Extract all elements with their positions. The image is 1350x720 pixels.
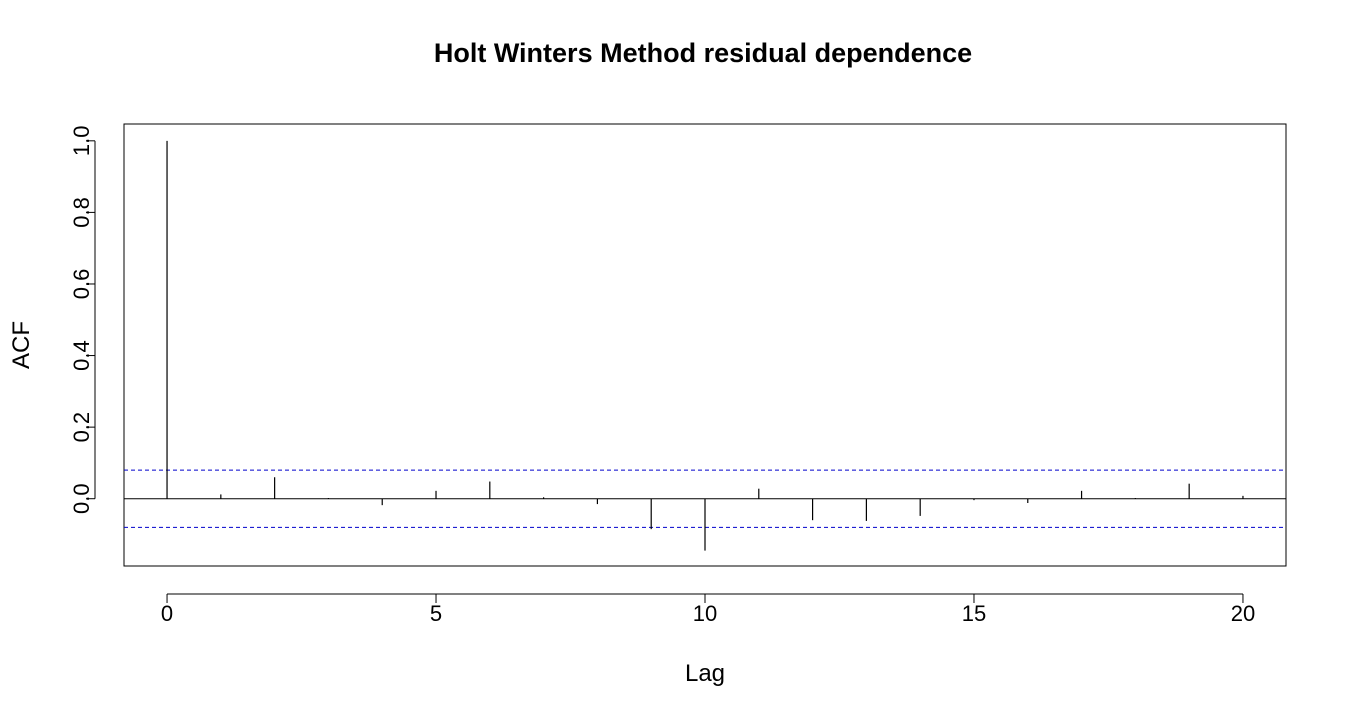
plot-frame xyxy=(123,123,1287,567)
x-tick-label: 5 xyxy=(430,601,442,626)
y-tick-label: 0.8 xyxy=(69,197,94,228)
x-tick-label: 15 xyxy=(962,601,986,626)
y-tick-label: 0.2 xyxy=(69,412,94,443)
x-tick-label: 10 xyxy=(693,601,717,626)
y-tick-label: 1.0 xyxy=(69,126,94,157)
x-tick-label: 20 xyxy=(1231,601,1255,626)
y-tick-label: 0.0 xyxy=(69,483,94,514)
y-axis-label: ACF xyxy=(8,321,35,369)
chart-title: Holt Winters Method residual dependence xyxy=(434,38,972,68)
x-tick-label: 0 xyxy=(161,601,173,626)
y-axis: 0.0 0.2 0.4 0.6 0.8 1.0 xyxy=(69,126,96,514)
y-tick-label: 0.4 xyxy=(69,340,94,371)
acf-bars xyxy=(166,140,1244,551)
x-axis: 0 5 10 15 20 xyxy=(161,593,1255,626)
y-tick-label: 0.6 xyxy=(69,269,94,300)
x-axis-label: Lag xyxy=(685,660,725,687)
